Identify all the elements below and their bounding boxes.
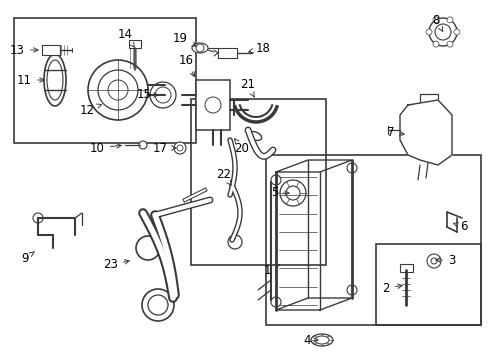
- Circle shape: [434, 24, 450, 40]
- Ellipse shape: [47, 60, 63, 100]
- Circle shape: [446, 41, 452, 47]
- Bar: [129, 40, 141, 48]
- Circle shape: [414, 123, 434, 143]
- Circle shape: [174, 142, 185, 154]
- Circle shape: [270, 175, 281, 185]
- Text: 18: 18: [248, 41, 270, 54]
- Bar: [265, 155, 480, 325]
- Circle shape: [196, 44, 203, 52]
- Circle shape: [139, 141, 147, 149]
- Text: 3: 3: [435, 253, 454, 266]
- Circle shape: [432, 17, 438, 23]
- Ellipse shape: [192, 43, 207, 53]
- Circle shape: [142, 289, 174, 321]
- Circle shape: [177, 145, 183, 151]
- Text: 22: 22: [216, 168, 231, 185]
- Polygon shape: [275, 298, 351, 310]
- Circle shape: [150, 82, 176, 108]
- Circle shape: [453, 29, 459, 35]
- Circle shape: [285, 186, 299, 200]
- Bar: [196, 80, 229, 130]
- Circle shape: [270, 297, 281, 307]
- Circle shape: [446, 17, 452, 23]
- Text: 15: 15: [137, 89, 158, 102]
- Circle shape: [98, 70, 138, 110]
- Circle shape: [88, 60, 148, 120]
- Circle shape: [227, 235, 242, 249]
- Text: 20: 20: [234, 139, 248, 154]
- Text: 13: 13: [10, 44, 38, 57]
- Text: 6: 6: [453, 220, 467, 234]
- Bar: [375, 244, 480, 325]
- Text: 5: 5: [270, 186, 288, 199]
- Ellipse shape: [314, 336, 328, 344]
- Circle shape: [426, 254, 440, 268]
- Circle shape: [346, 163, 356, 173]
- Circle shape: [346, 285, 356, 295]
- Bar: [419, 94, 437, 105]
- Bar: [218, 48, 237, 58]
- Circle shape: [280, 180, 305, 206]
- Circle shape: [432, 41, 438, 47]
- Circle shape: [148, 295, 168, 315]
- Ellipse shape: [44, 54, 66, 106]
- Ellipse shape: [248, 131, 261, 140]
- Circle shape: [108, 80, 128, 100]
- Text: 16: 16: [179, 54, 194, 77]
- Circle shape: [428, 18, 456, 46]
- Bar: [191, 99, 325, 265]
- Text: 12: 12: [80, 104, 101, 117]
- Bar: [14, 18, 196, 143]
- Circle shape: [425, 29, 431, 35]
- Text: 9: 9: [21, 252, 34, 265]
- Bar: [42, 45, 60, 55]
- Text: 23: 23: [103, 258, 129, 271]
- Bar: [399, 264, 412, 272]
- Circle shape: [136, 236, 160, 260]
- Circle shape: [419, 128, 429, 138]
- Text: 19: 19: [173, 31, 196, 46]
- Text: 8: 8: [432, 13, 442, 32]
- Text: 21: 21: [240, 78, 254, 97]
- Circle shape: [33, 213, 43, 223]
- Text: 14: 14: [118, 28, 134, 47]
- Circle shape: [430, 258, 436, 264]
- Text: 11: 11: [17, 73, 44, 86]
- Text: 1: 1: [263, 264, 279, 276]
- Circle shape: [204, 97, 221, 113]
- Polygon shape: [399, 100, 451, 165]
- Text: 4: 4: [303, 333, 318, 346]
- Text: 2: 2: [382, 282, 401, 294]
- Text: 17: 17: [153, 141, 176, 154]
- Circle shape: [155, 87, 171, 103]
- Text: 10: 10: [90, 141, 121, 154]
- Ellipse shape: [310, 334, 332, 346]
- Text: 7: 7: [386, 126, 404, 139]
